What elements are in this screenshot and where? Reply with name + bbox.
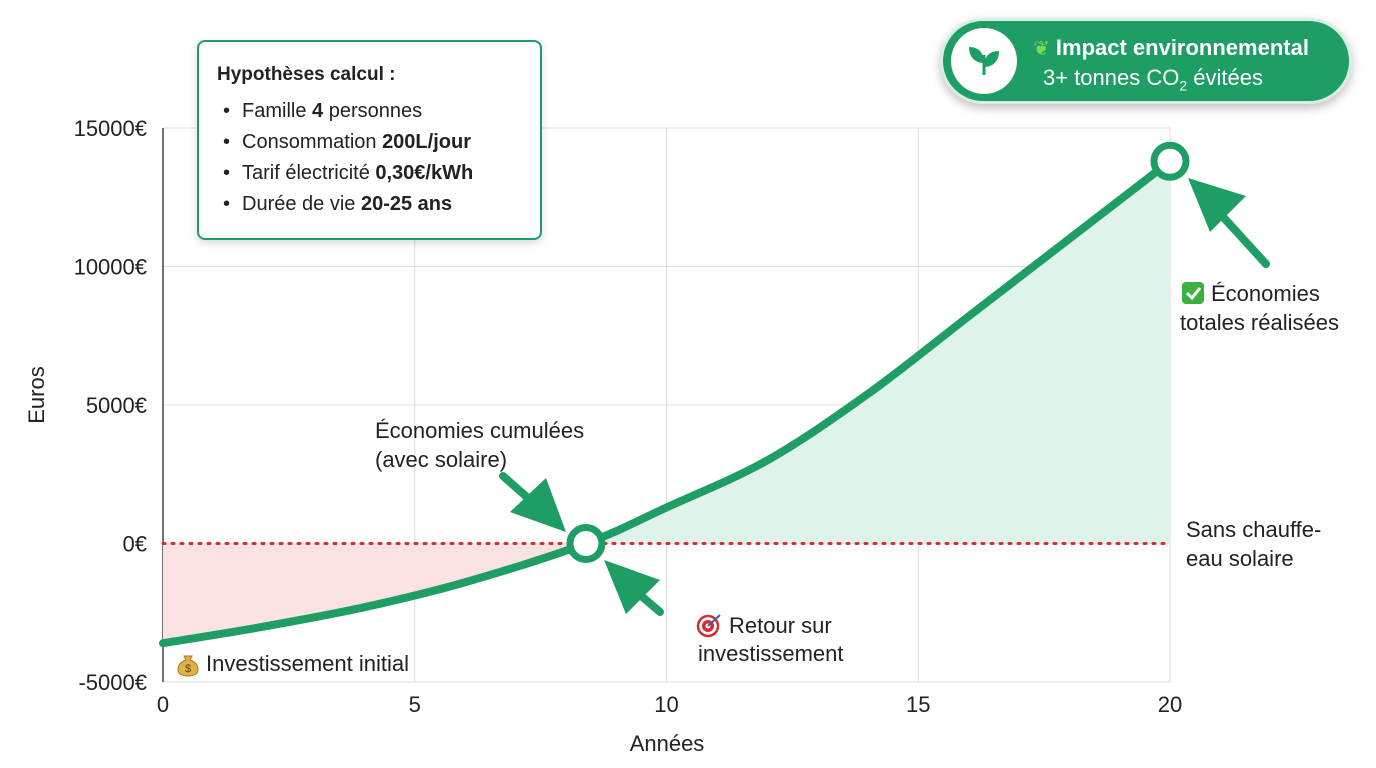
annotation-roi-line2: investissement: [698, 641, 844, 666]
x-tick-label: 15: [906, 692, 930, 717]
annotation-cumulative-line2: (avec solaire): [375, 447, 507, 472]
savings-curve: [159, 157, 1174, 648]
annotation-roi-line1: Retour sur: [729, 613, 832, 638]
y-tick-label: 5000€: [86, 393, 147, 418]
y-tick-label: -5000€: [78, 670, 147, 695]
positive-area: [585, 161, 1170, 544]
impact-badge: ❦ Impact environnemental 3+ tonnes CO2 é…: [940, 18, 1352, 104]
impact-title: ❦ Impact environnemental: [1033, 35, 1309, 60]
y-tick-label: 10000€: [74, 255, 147, 280]
x-tick-label: 0: [157, 692, 169, 717]
arrow-cumulative: [499, 472, 566, 532]
annotation-total-line1: Économies: [1211, 281, 1320, 306]
target-icon: [696, 614, 721, 638]
y-tick-label: 0€: [123, 532, 147, 557]
y-axis-title: Euros: [24, 366, 49, 423]
annotation-cumulative-line1: Économies cumulées: [375, 418, 584, 443]
hypothesis-item: Consommation 200L/jour: [217, 127, 522, 158]
arrow-total: [1188, 178, 1270, 268]
marker-break-even: [566, 524, 606, 563]
hypotheses-title: Hypothèses calcul :: [217, 64, 396, 85]
leaf-icon: [951, 28, 1017, 94]
y-tick-label: 15000€: [74, 116, 147, 141]
x-tick-label: 5: [409, 692, 421, 717]
annotation-total-line2: totales réalisées: [1180, 310, 1339, 335]
hypothesis-item: Tarif électricité 0,30€/kWh: [217, 158, 522, 189]
x-axis-title: Années: [630, 731, 705, 756]
x-tick-label: 10: [654, 692, 678, 717]
hypothesis-item: Durée de vie 20-25 ans: [217, 189, 522, 220]
ticks: 0 5 10 15 20 -5000€ 0€ 5000€ 10000€ 15000€: [74, 116, 1183, 717]
seedling-icon: ❦: [1033, 38, 1050, 60]
svg-text:$: $: [185, 663, 191, 675]
check-mark-icon: [1182, 282, 1204, 304]
impact-subtitle: 3+ tonnes CO2 évitées: [1043, 65, 1263, 94]
negative-area: [163, 543, 586, 644]
annotation-without-line2: eau solaire: [1186, 546, 1294, 571]
arrow-roi: [604, 560, 664, 616]
annotation-investment: Investissement initial: [206, 651, 409, 676]
money-bag-icon: $: [177, 655, 199, 677]
areas: [163, 161, 1170, 644]
x-tick-label: 20: [1158, 692, 1182, 717]
series: [159, 141, 1190, 648]
annotation-without-line1: Sans chauffe-: [1186, 517, 1321, 542]
hypothesis-item: Famille 4 personnes: [217, 96, 522, 127]
hypotheses-list: Famille 4 personnes Consommation 200L/jo…: [217, 96, 522, 220]
hypotheses-box: Hypothèses calcul : Famille 4 personnes …: [197, 40, 542, 240]
marker-total: [1150, 141, 1190, 181]
